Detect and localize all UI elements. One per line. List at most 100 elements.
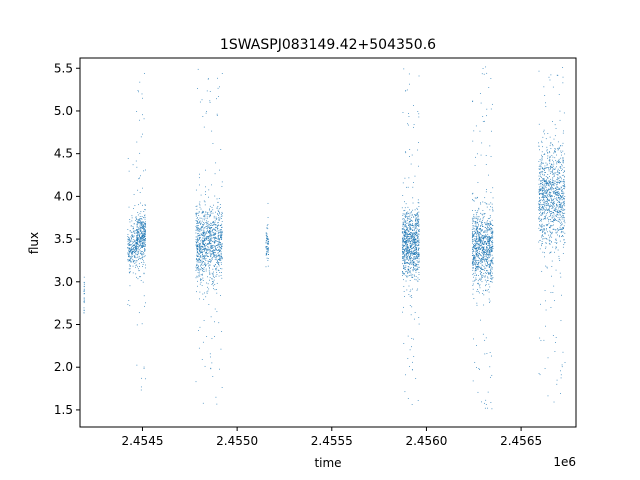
data-point xyxy=(491,232,493,233)
data-point xyxy=(414,225,416,227)
data-point xyxy=(551,189,552,191)
data-point xyxy=(542,194,544,196)
data-point xyxy=(552,165,554,167)
data-point xyxy=(415,271,417,273)
data-point xyxy=(490,241,492,242)
data-point xyxy=(136,243,137,245)
data-point xyxy=(539,230,541,232)
data-point xyxy=(476,237,477,239)
data-point xyxy=(475,212,477,214)
data-point xyxy=(409,274,411,276)
data-point xyxy=(475,244,477,246)
data-point xyxy=(487,251,489,252)
data-point xyxy=(197,241,198,242)
data-point xyxy=(558,146,560,148)
data-point xyxy=(143,227,144,229)
data-point xyxy=(211,258,213,260)
data-point xyxy=(415,220,416,222)
data-point xyxy=(478,255,479,257)
data-point xyxy=(549,237,551,239)
data-point xyxy=(473,233,475,235)
data-point xyxy=(418,317,420,318)
data-point xyxy=(475,250,477,252)
data-point xyxy=(541,171,543,173)
data-point xyxy=(491,260,493,261)
data-point xyxy=(212,225,213,226)
data-point xyxy=(490,237,492,239)
data-point xyxy=(546,167,548,168)
data-point xyxy=(212,221,213,223)
data-point xyxy=(143,226,145,228)
data-point xyxy=(402,239,404,241)
data-point xyxy=(549,195,551,196)
data-point xyxy=(554,193,556,195)
data-point xyxy=(140,237,142,239)
data-point xyxy=(480,279,482,280)
data-point xyxy=(482,235,484,236)
data-point xyxy=(418,274,420,275)
data-point xyxy=(406,238,408,240)
data-point xyxy=(212,285,214,287)
data-point xyxy=(563,167,565,168)
data-point xyxy=(486,239,488,240)
data-point xyxy=(548,185,549,186)
data-point xyxy=(560,199,562,201)
data-point xyxy=(404,255,405,257)
data-point xyxy=(417,240,418,242)
data-point xyxy=(481,271,482,273)
data-point xyxy=(140,230,141,232)
data-point xyxy=(214,237,216,239)
data-point xyxy=(483,294,485,296)
data-point xyxy=(135,257,137,259)
data-point xyxy=(410,253,412,255)
data-point xyxy=(557,191,559,193)
data-point xyxy=(128,247,130,249)
data-point xyxy=(403,245,405,247)
data-point xyxy=(542,196,544,198)
data-point xyxy=(144,233,145,235)
data-point xyxy=(220,224,222,226)
data-point xyxy=(416,214,417,216)
data-point xyxy=(409,209,410,211)
data-point xyxy=(210,255,212,257)
data-point xyxy=(220,295,221,296)
data-point xyxy=(477,283,479,285)
data-point xyxy=(406,241,407,243)
data-point xyxy=(543,179,545,180)
data-point xyxy=(485,224,487,225)
data-point xyxy=(554,229,556,231)
data-point xyxy=(417,261,419,263)
data-point xyxy=(143,250,145,252)
data-point xyxy=(199,291,201,293)
data-point xyxy=(208,239,210,241)
data-point xyxy=(552,188,554,190)
data-point xyxy=(412,202,414,204)
data-point xyxy=(544,193,546,194)
data-point xyxy=(407,268,409,270)
data-point xyxy=(558,229,560,231)
data-point xyxy=(208,238,209,239)
data-point xyxy=(267,238,269,239)
data-point xyxy=(545,200,547,202)
data-point xyxy=(484,241,486,243)
data-point xyxy=(202,239,204,241)
data-point xyxy=(418,244,420,246)
data-point xyxy=(550,251,552,253)
data-point xyxy=(415,226,417,228)
data-point xyxy=(204,237,206,239)
data-point xyxy=(412,262,413,264)
data-point xyxy=(206,216,208,218)
data-point xyxy=(416,224,417,225)
data-point xyxy=(563,198,565,200)
data-point xyxy=(553,208,555,210)
data-point xyxy=(219,251,220,253)
data-point xyxy=(553,219,555,221)
data-point xyxy=(137,235,138,237)
data-point xyxy=(143,245,144,247)
data-point xyxy=(402,221,404,223)
data-point xyxy=(552,205,554,207)
data-point xyxy=(410,243,412,245)
data-point xyxy=(555,231,557,233)
data-point xyxy=(547,182,549,184)
data-point xyxy=(414,243,416,245)
